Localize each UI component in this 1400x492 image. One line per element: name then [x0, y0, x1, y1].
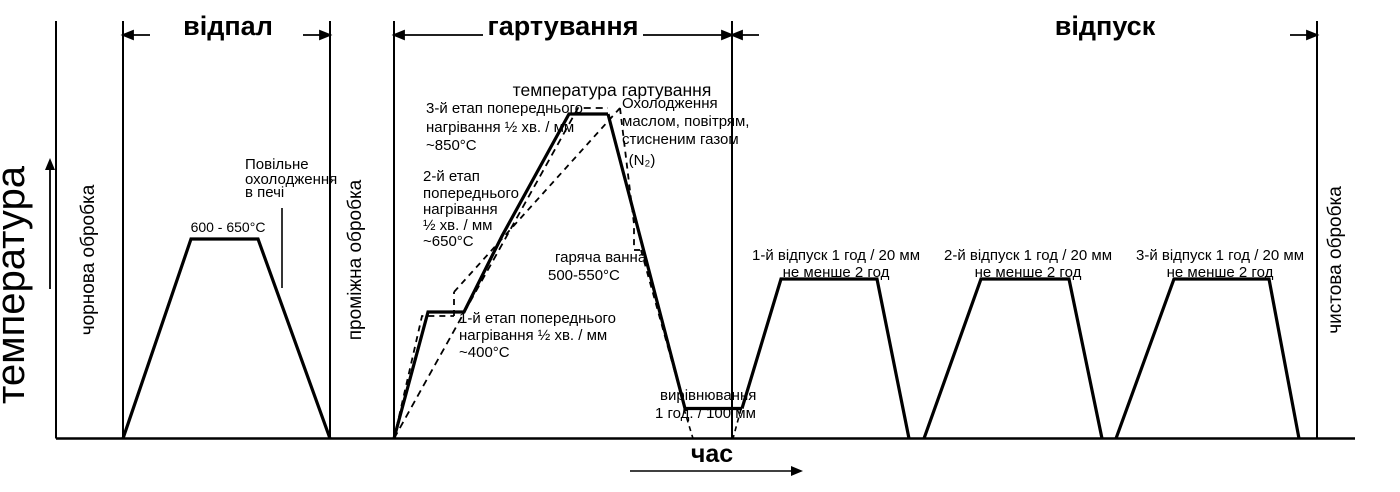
svg-text:нагрівання ½ хв. / мм: нагрівання ½ хв. / мм: [459, 327, 607, 344]
svg-text:1-й відпуск 1 год / 20 мм: 1-й відпуск 1 год / 20 мм: [752, 247, 920, 264]
svg-text:попереднього: попереднього: [423, 185, 519, 202]
svg-text:Охолодження: Охолодження: [622, 95, 718, 112]
svg-text:в печі: в печі: [245, 184, 284, 201]
svg-text:не менше 2 год: не менше 2 год: [975, 264, 1082, 281]
svg-text:відпуск: відпуск: [1055, 11, 1156, 41]
svg-text:3-й відпуск 1 год / 20 мм: 3-й відпуск 1 год / 20 мм: [1136, 247, 1304, 264]
svg-text:не менше 2 год: не менше 2 год: [783, 264, 890, 281]
svg-text:~650°C: ~650°C: [423, 233, 474, 250]
svg-text:нагрівання ½ хв. / мм: нагрівання ½ хв. / мм: [426, 119, 574, 136]
svg-text:600 - 650°C: 600 - 650°C: [191, 219, 266, 235]
svg-text:температура: температура: [0, 165, 33, 404]
svg-text:час: час: [691, 440, 733, 468]
svg-text:вирівнювання: вирівнювання: [660, 387, 756, 404]
svg-text:1-й етап попереднього: 1-й етап попереднього: [459, 310, 616, 327]
svg-text:~850°C: ~850°C: [426, 137, 477, 154]
svg-text:не менше 2 год: не менше 2 год: [1167, 264, 1274, 281]
svg-text:500-550°C: 500-550°C: [548, 267, 620, 284]
svg-text:3-й етап попереднього: 3-й етап попереднього: [426, 100, 583, 117]
svg-text:стисненим газом: стисненим газом: [622, 131, 739, 148]
svg-text:відпал: відпал: [183, 11, 273, 41]
svg-text:проміжна обробка: проміжна обробка: [345, 179, 366, 340]
svg-text:гартування: гартування: [488, 11, 639, 41]
svg-text:½ хв. / мм: ½ хв. / мм: [423, 217, 492, 234]
svg-text:чистова обробка: чистова обробка: [1325, 186, 1346, 334]
svg-text:маслом, повітрям,: маслом, повітрям,: [622, 113, 749, 130]
svg-text:2-й відпуск 1 год / 20 мм: 2-й відпуск 1 год / 20 мм: [944, 247, 1112, 264]
svg-text:~400°C: ~400°C: [459, 344, 510, 361]
svg-text:(N₂): (N₂): [629, 152, 656, 169]
svg-text:2-й етап: 2-й етап: [423, 168, 480, 185]
svg-text:гаряча ванна: гаряча ванна: [555, 249, 647, 266]
svg-text:чорнова обробка: чорнова обробка: [78, 184, 99, 335]
svg-text:нагрівання: нагрівання: [423, 201, 498, 218]
